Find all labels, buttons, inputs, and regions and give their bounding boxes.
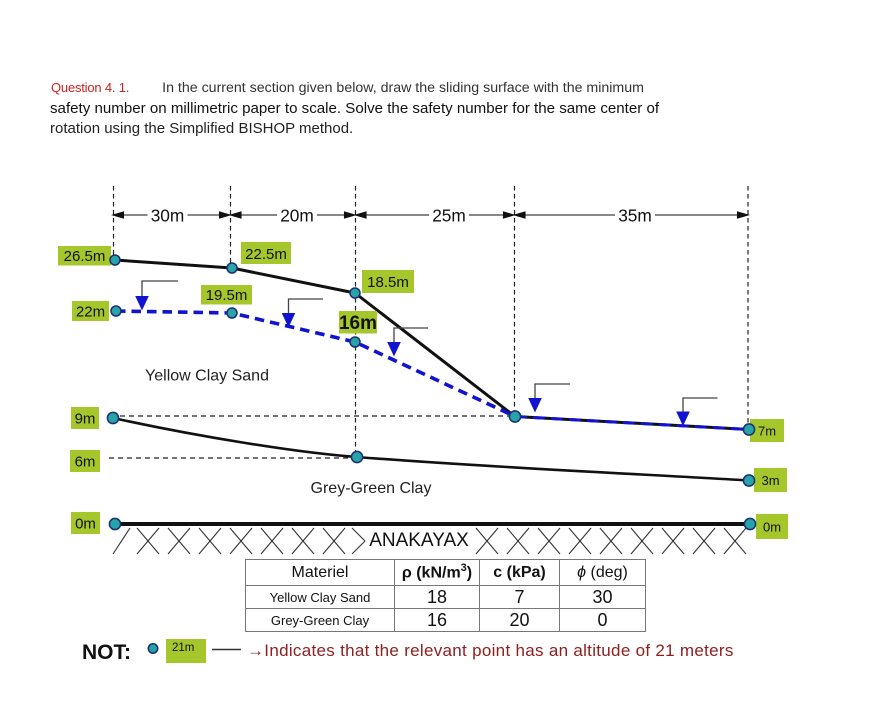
svg-text:Yellow Clay Sand: Yellow Clay Sand <box>145 368 269 385</box>
svg-text:3m: 3m <box>761 473 779 488</box>
svg-text:21m: 21m <box>172 642 194 654</box>
svg-text:22.5m: 22.5m <box>245 246 287 263</box>
svg-text:9m: 9m <box>75 411 96 428</box>
svg-text:25m: 25m <box>432 206 466 226</box>
svg-text:0m: 0m <box>75 516 96 533</box>
svg-text:7m: 7m <box>758 424 776 439</box>
svg-text:22m: 22m <box>76 304 105 321</box>
svg-text:ANAKAYAX: ANAKAYAX <box>369 530 469 551</box>
svg-text:6m: 6m <box>75 454 96 471</box>
svg-text:0m: 0m <box>763 520 781 535</box>
svg-text:20m: 20m <box>280 206 314 226</box>
svg-text:16m: 16m <box>339 313 377 334</box>
svg-text:26.5m: 26.5m <box>64 248 106 265</box>
svg-text:35m: 35m <box>618 206 652 226</box>
svg-text:19.5m: 19.5m <box>206 287 248 304</box>
svg-text:18.5m: 18.5m <box>367 274 409 291</box>
svg-text:Grey-Green Clay: Grey-Green Clay <box>311 480 432 497</box>
svg-text:30m: 30m <box>151 206 185 226</box>
